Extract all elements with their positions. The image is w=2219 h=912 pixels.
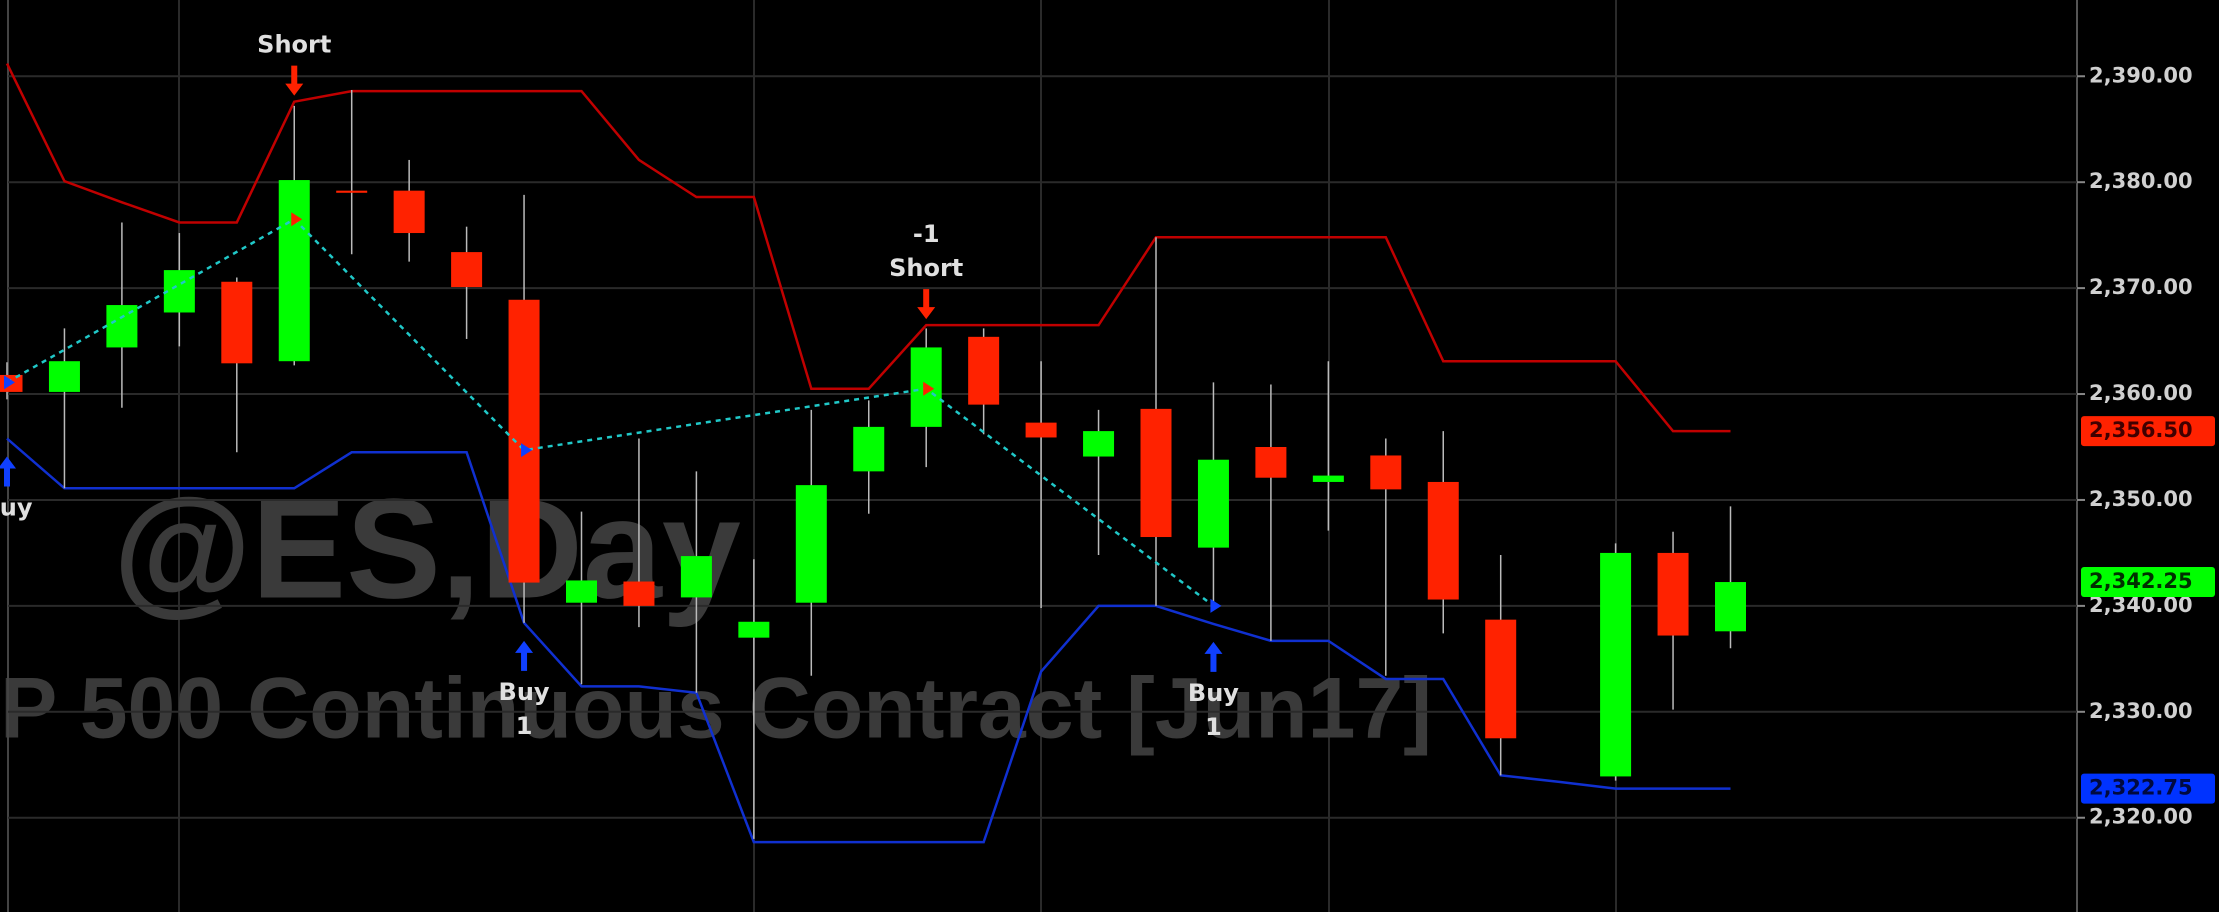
trade-marker — [4, 375, 15, 390]
candle-body-down — [451, 252, 483, 288]
candle-body-down — [1140, 408, 1172, 538]
y-tick-label: 2,390.00 — [2089, 63, 2193, 87]
price-marker-label: 2,356.50 — [2089, 418, 2193, 442]
y-tick-label: 2,350.00 — [2089, 487, 2193, 511]
candle-body-down — [1427, 481, 1459, 600]
trade-label: -1 — [913, 220, 940, 248]
price-marker-label: 2,322.75 — [2089, 776, 2193, 800]
price-marker — [2081, 773, 2215, 804]
candle-body-up — [48, 361, 80, 392]
candle-body-up — [1083, 431, 1115, 457]
candle-body-up — [1600, 552, 1632, 777]
buy-arrow — [0, 456, 16, 487]
channel-upper — [5, 63, 1731, 433]
candle-body-down — [508, 299, 540, 583]
trade-marker — [521, 443, 533, 458]
trade-label: Buy — [499, 678, 550, 706]
channel-lower — [6, 437, 1731, 844]
candle-body-up — [278, 180, 310, 362]
price-marker — [2081, 567, 2215, 598]
trade-path — [6, 217, 1215, 607]
candle-body-down — [221, 281, 253, 364]
y-tick-label: 2,330.00 — [2089, 699, 2193, 723]
price-marker — [2081, 416, 2215, 447]
candle-body-up — [1715, 582, 1746, 632]
y-tick-label: 2,320.00 — [2089, 805, 2193, 829]
trade-label: Short — [257, 31, 331, 59]
price-marker-label: 2,342.25 — [2089, 569, 2193, 593]
candle-body-up — [738, 621, 770, 638]
candle-body-up — [163, 270, 195, 313]
y-axis: 2,320.002,330.002,340.002,350.002,360.00… — [2077, 63, 2215, 829]
sell-arrow — [917, 289, 936, 320]
candle-body-down — [336, 190, 368, 193]
candle-body-up — [853, 426, 885, 472]
candle-body-down — [968, 336, 1000, 405]
candle-body-down — [1025, 422, 1057, 438]
candle-body-down — [1255, 446, 1287, 478]
trade-label: 1 — [1205, 713, 1222, 741]
buy-arrow — [1204, 641, 1223, 672]
candle-body-up — [795, 485, 827, 603]
candle-body-up — [680, 556, 712, 598]
candle-body-down — [1485, 619, 1517, 739]
y-tick-label: 2,380.00 — [2089, 169, 2193, 193]
trade-marker — [923, 381, 935, 396]
candle-body-down — [1370, 455, 1402, 490]
candle-body-down — [1657, 552, 1689, 636]
trade-label: 1 — [516, 712, 533, 740]
trade-label: Buy — [1188, 679, 1239, 707]
candle-body-up — [1312, 475, 1344, 482]
trade-label: Short — [889, 254, 963, 282]
y-tick-label: 2,360.00 — [2089, 381, 2193, 405]
candle-body-down — [393, 190, 425, 234]
candle-body-up — [1197, 459, 1229, 548]
candle-body-down — [623, 581, 655, 606]
trade-marker — [291, 212, 303, 227]
y-tick-label: 2,370.00 — [2089, 275, 2193, 299]
candle-body-up — [566, 580, 597, 603]
trade-label: Buy — [0, 494, 33, 522]
buy-arrow — [515, 640, 534, 671]
sell-arrow — [285, 65, 304, 96]
plot: Buy Short Buy 1 -1 Short Buy 1 — [0, 31, 2077, 844]
trade-marker — [1210, 598, 1222, 613]
